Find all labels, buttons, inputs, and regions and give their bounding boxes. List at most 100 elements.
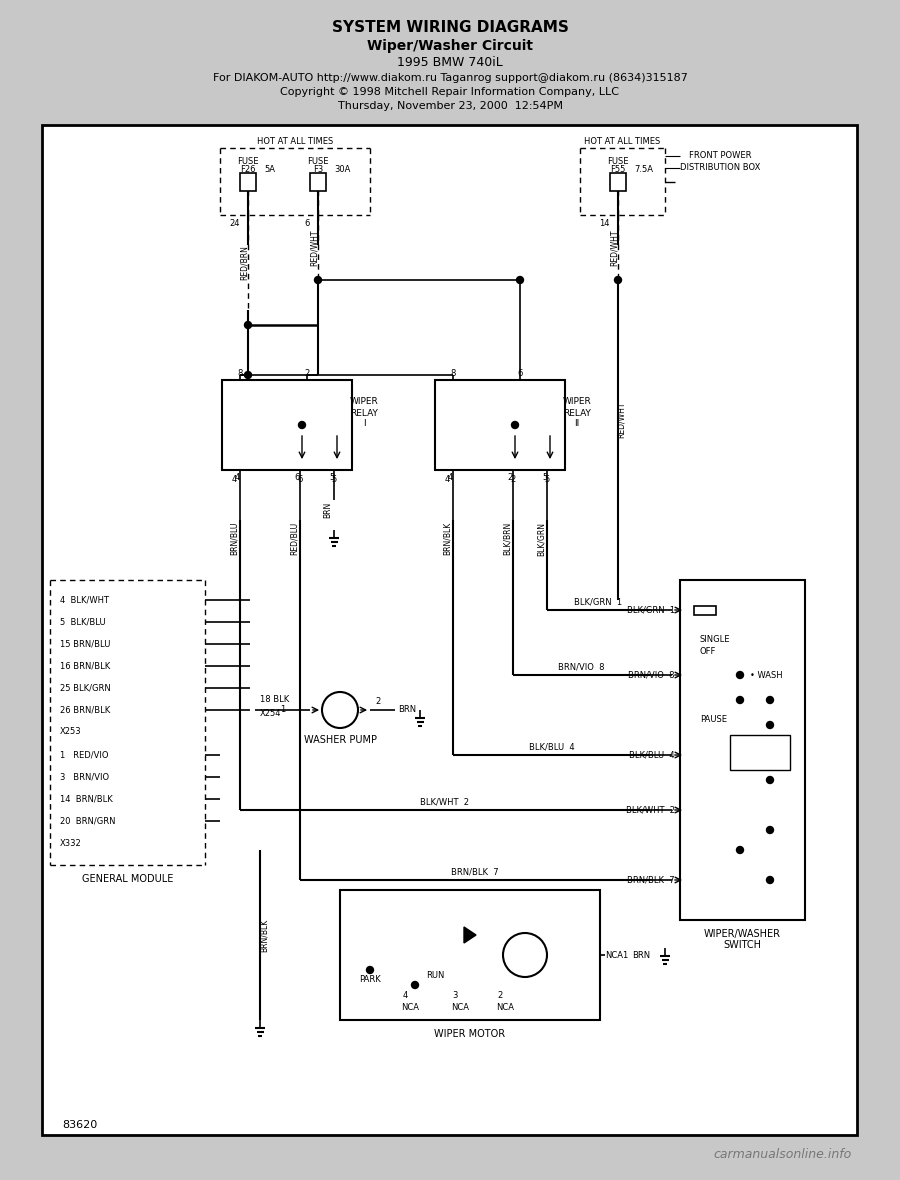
Bar (694, 605, 716, 615)
Text: 8: 8 (238, 368, 243, 378)
Text: FAST: FAST (738, 754, 758, 762)
Text: BRN/VIO  8: BRN/VIO 8 (558, 662, 605, 671)
Text: X253: X253 (60, 728, 82, 736)
Text: 2: 2 (375, 697, 380, 707)
Text: X254: X254 (260, 709, 282, 719)
Text: 5: 5 (331, 476, 337, 485)
Text: SYSTEM WIRING DIAGRAMS: SYSTEM WIRING DIAGRAMS (331, 20, 569, 35)
Text: OFF: OFF (700, 648, 716, 656)
Text: 25 BLK/GRN: 25 BLK/GRN (60, 683, 111, 693)
Text: I: I (363, 420, 365, 428)
Text: NCA: NCA (401, 1003, 419, 1012)
Text: Wiper/Washer Circuit: Wiper/Washer Circuit (367, 39, 533, 53)
Text: F3: F3 (313, 165, 323, 175)
Text: BLK/GRN  1: BLK/GRN 1 (574, 597, 623, 607)
Text: BRN: BRN (323, 502, 332, 518)
Text: carmanualsonline.info: carmanualsonline.info (714, 1148, 852, 1161)
Circle shape (517, 276, 524, 283)
Text: 6: 6 (297, 476, 302, 485)
Text: 16 BRN/BLK: 16 BRN/BLK (60, 662, 110, 670)
Circle shape (511, 421, 518, 428)
Text: DISTRIBUTION BOX: DISTRIBUTION BOX (680, 164, 760, 172)
Text: 14: 14 (599, 218, 610, 228)
Text: 6: 6 (518, 368, 523, 378)
Text: For DIAKOM-AUTO http://www.diakom.ru Taganrog support@diakom.ru (8634)315187: For DIAKOM-AUTO http://www.diakom.ru Tag… (212, 73, 688, 83)
Text: 6: 6 (304, 218, 310, 228)
Circle shape (736, 696, 743, 703)
Text: FRONT POWER: FRONT POWER (688, 151, 752, 160)
Circle shape (615, 276, 622, 283)
Text: WIPER: WIPER (562, 398, 591, 406)
Text: F26: F26 (240, 165, 256, 175)
Text: BRN/BLK  7: BRN/BLK 7 (627, 876, 675, 885)
Circle shape (767, 776, 773, 784)
Text: RED/BRN: RED/BRN (239, 245, 248, 280)
Text: RELAY: RELAY (563, 408, 591, 418)
Text: SLOW: SLOW (738, 739, 762, 747)
Text: M: M (334, 703, 346, 716)
Text: BRN/BLK: BRN/BLK (259, 918, 268, 951)
Bar (240, 173, 256, 191)
Text: 4: 4 (447, 473, 453, 483)
Text: 1: 1 (622, 951, 627, 959)
Text: 4: 4 (231, 476, 237, 485)
Text: F55: F55 (610, 165, 626, 175)
Text: NCA: NCA (496, 1003, 514, 1012)
Circle shape (322, 691, 358, 728)
Circle shape (736, 671, 743, 678)
Text: 14  BRN/BLK: 14 BRN/BLK (60, 794, 112, 804)
Bar (730, 735, 790, 771)
Bar (310, 173, 326, 191)
Text: RUN: RUN (426, 970, 445, 979)
Bar (42, 125, 857, 1135)
Text: 18 BLK: 18 BLK (260, 695, 289, 704)
Circle shape (411, 982, 418, 989)
Circle shape (245, 321, 251, 328)
Text: 1   RED/VIO: 1 RED/VIO (60, 750, 109, 760)
Text: 24: 24 (230, 218, 240, 228)
Text: SINGLE: SINGLE (700, 636, 731, 644)
Text: BLK/GRN: BLK/GRN (536, 522, 545, 556)
Text: 4: 4 (234, 473, 239, 483)
Text: RED/BLU: RED/BLU (290, 522, 299, 555)
Circle shape (767, 696, 773, 703)
Text: BRN/BLK: BRN/BLK (443, 522, 452, 556)
Text: RED/WHT: RED/WHT (310, 229, 319, 266)
Text: GENERAL MODULE: GENERAL MODULE (82, 874, 173, 884)
Text: 20  BRN/GRN: 20 BRN/GRN (60, 817, 115, 826)
Text: 8: 8 (450, 368, 455, 378)
Text: FUSE: FUSE (238, 157, 259, 166)
Text: BLK/BLU  4: BLK/BLU 4 (528, 742, 574, 752)
Text: WIPER MOTOR: WIPER MOTOR (435, 1029, 506, 1040)
Text: 2: 2 (304, 368, 310, 378)
Text: Thursday, November 23, 2000  12:54PM: Thursday, November 23, 2000 12:54PM (338, 101, 562, 111)
Circle shape (245, 372, 251, 379)
Text: BRN: BRN (632, 951, 650, 959)
Text: FUSE: FUSE (608, 157, 629, 166)
Polygon shape (464, 927, 476, 943)
Text: M: M (518, 948, 532, 962)
Circle shape (767, 877, 773, 884)
Text: 4: 4 (445, 476, 450, 485)
Text: 2: 2 (498, 990, 502, 999)
Text: • WASH: • WASH (750, 670, 783, 680)
Text: 5: 5 (544, 476, 550, 485)
Bar (435, 380, 565, 470)
Bar (680, 581, 805, 920)
Text: 5: 5 (543, 473, 547, 483)
Text: 26 BRN/BLK: 26 BRN/BLK (60, 706, 110, 715)
Circle shape (366, 966, 373, 974)
Circle shape (767, 721, 773, 728)
Text: BRN/VIO  8: BRN/VIO 8 (628, 670, 675, 680)
Text: 4  BLK/WHT: 4 BLK/WHT (60, 596, 109, 604)
Text: BLK/BLU  4: BLK/BLU 4 (629, 750, 675, 760)
Text: PAUSE: PAUSE (700, 715, 727, 725)
Text: 7.5A: 7.5A (634, 165, 653, 175)
Circle shape (503, 933, 547, 977)
Text: RED/WHT: RED/WHT (616, 401, 625, 438)
Text: PARK: PARK (359, 976, 381, 984)
Text: HOT AT ALL TIMES: HOT AT ALL TIMES (256, 138, 333, 146)
Text: NCA: NCA (605, 951, 623, 959)
Bar (222, 380, 352, 470)
Text: 30A: 30A (334, 165, 350, 175)
